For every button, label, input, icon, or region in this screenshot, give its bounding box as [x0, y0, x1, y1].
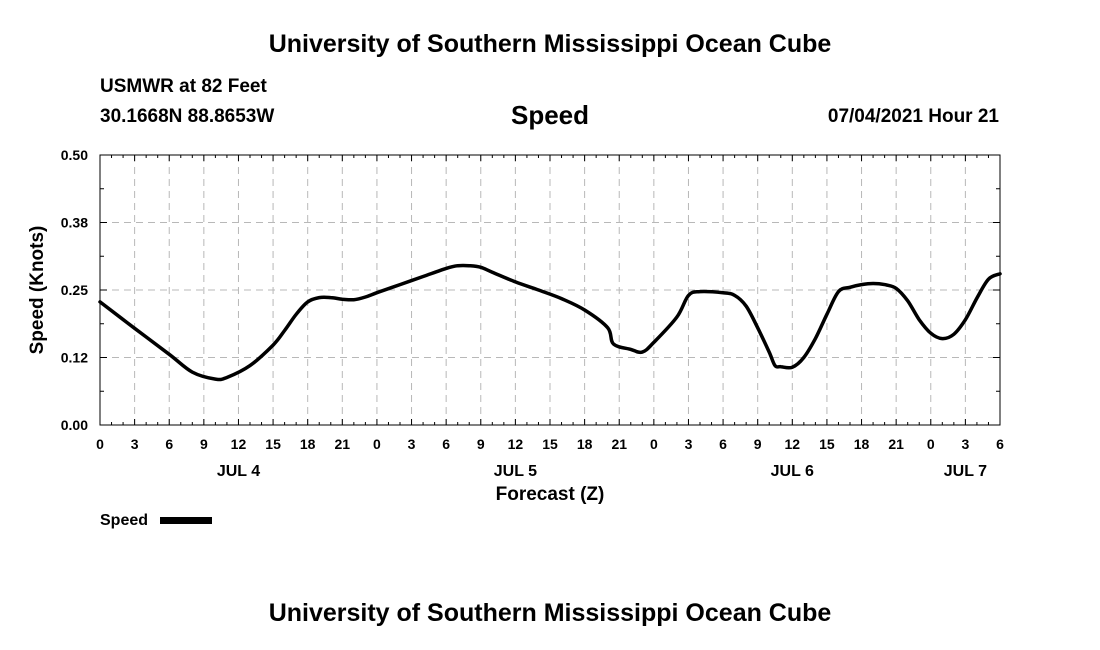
legend-swatch [160, 517, 212, 524]
parameter-title: Speed [510, 100, 590, 130]
x-tick-label: 0 [96, 436, 104, 452]
x-tick-label: 0 [373, 436, 381, 452]
plot-frame [99, 154, 1001, 426]
x-tick-label: 18 [577, 436, 593, 452]
y-tick-label: 0.00 [61, 417, 88, 433]
x-tick-label: 0 [650, 436, 658, 452]
x-tick-label: 3 [961, 436, 969, 452]
x-tick-label: 21 [888, 436, 904, 452]
grid-lines [100, 155, 1000, 425]
station-label: USMWR at 82 Feet [100, 76, 267, 97]
x-tick-label: 21 [611, 436, 627, 452]
x-tick-label: 3 [408, 436, 416, 452]
chart-header-title: University of Southern Mississippi Ocean… [268, 30, 832, 58]
y-axis-title: Speed (Knots) [27, 226, 48, 355]
x-tick-label: 6 [719, 436, 727, 452]
series-line-speed [98, 263, 1002, 382]
x-tick-label: 6 [165, 436, 173, 452]
chart-footer-title: University of Southern Mississippi Ocean… [268, 599, 832, 627]
x-tick-label: 9 [754, 436, 762, 452]
x-tick-label: 9 [477, 436, 485, 452]
x-tick-label: 6 [442, 436, 450, 452]
y-tick-label: 0.38 [61, 215, 88, 231]
day-label: JUL 7 [944, 463, 987, 480]
x-tick-label: 15 [265, 436, 281, 452]
x-tick-label: 18 [300, 436, 316, 452]
y-tick-label: 0.25 [61, 282, 88, 298]
x-tick-label: 15 [819, 436, 835, 452]
y-tick-label: 0.12 [61, 350, 88, 366]
x-tick-label: 0 [927, 436, 935, 452]
series-layer [98, 263, 1002, 382]
x-tick-label: 15 [542, 436, 558, 452]
x-tick-label: 12 [231, 436, 247, 452]
day-label: JUL 5 [494, 463, 537, 480]
legend-label: Speed [100, 512, 148, 529]
x-tick-label: 3 [685, 436, 693, 452]
x-tick-label: 12 [508, 436, 524, 452]
axes [99, 154, 1001, 426]
x-tick-label: 21 [335, 436, 351, 452]
x-axis-title: Forecast (Z) [496, 484, 605, 505]
x-tick-label: 3 [131, 436, 139, 452]
x-tick-label: 12 [785, 436, 801, 452]
x-tick-label: 6 [996, 436, 1004, 452]
coordinates-label: 30.1668N 88.8653W [100, 106, 275, 127]
day-label: JUL 4 [217, 463, 260, 480]
y-tick-label: 0.50 [61, 147, 88, 163]
day-label: JUL 6 [771, 463, 814, 480]
x-tick-label: 9 [200, 436, 208, 452]
x-tick-label: 18 [854, 436, 870, 452]
forecast-datetime: 07/04/2021 Hour 21 [827, 106, 999, 127]
axis-labels: 0 3 6 9 12 15 18 21 0 3 6 9 12 15 18 21 0 3 6 9 12 15 18 21 0 3 6 0… [61, 147, 1004, 480]
